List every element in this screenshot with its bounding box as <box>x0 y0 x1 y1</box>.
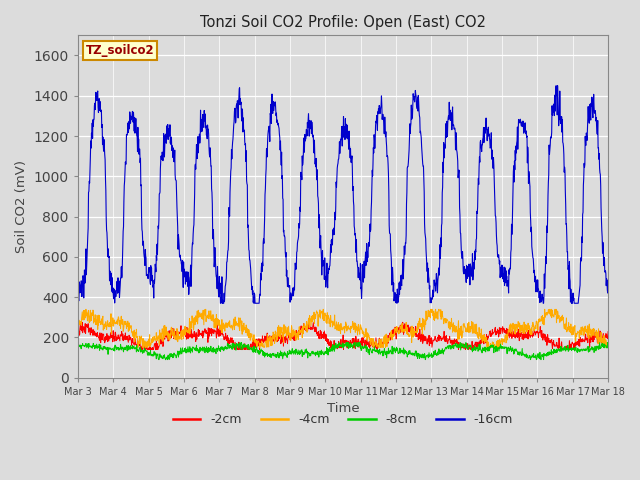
-8cm <box>179 348 187 354</box>
-2cm <box>79 320 86 325</box>
-2cm <box>193 334 200 340</box>
-16cm <box>216 300 224 306</box>
X-axis label: Time: Time <box>326 402 359 415</box>
-2cm <box>139 347 147 352</box>
-16cm <box>179 273 187 279</box>
Text: TZ_soilco2: TZ_soilco2 <box>86 44 154 57</box>
-4cm <box>180 336 188 342</box>
-4cm <box>82 306 90 312</box>
Line: -2cm: -2cm <box>78 323 608 349</box>
-16cm <box>426 286 433 292</box>
-16cm <box>541 266 549 272</box>
-2cm <box>604 329 612 335</box>
-8cm <box>192 348 200 353</box>
-8cm <box>426 354 433 360</box>
-8cm <box>252 349 260 355</box>
Line: -16cm: -16cm <box>78 86 608 303</box>
-4cm <box>604 344 612 349</box>
-8cm <box>74 343 82 348</box>
-4cm <box>495 337 503 343</box>
-2cm <box>180 328 188 334</box>
-16cm <box>192 166 200 172</box>
-4cm <box>134 345 141 350</box>
-4cm <box>542 311 550 317</box>
-4cm <box>252 340 260 346</box>
-4cm <box>193 316 200 322</box>
Title: Tonzi Soil CO2 Profile: Open (East) CO2: Tonzi Soil CO2 Profile: Open (East) CO2 <box>200 15 486 30</box>
-4cm <box>426 314 433 320</box>
-16cm <box>495 252 502 258</box>
-2cm <box>542 339 550 345</box>
-16cm <box>604 277 612 283</box>
-16cm <box>252 300 259 306</box>
Y-axis label: Soil CO2 (mV): Soil CO2 (mV) <box>15 160 28 253</box>
-8cm <box>604 341 612 347</box>
-8cm <box>237 340 245 346</box>
Line: -8cm: -8cm <box>78 343 608 360</box>
-8cm <box>155 357 163 362</box>
-2cm <box>252 340 260 346</box>
Line: -4cm: -4cm <box>78 309 608 348</box>
-16cm <box>552 83 560 89</box>
-2cm <box>426 333 433 339</box>
-2cm <box>74 331 82 337</box>
-16cm <box>74 296 82 301</box>
-8cm <box>495 348 503 354</box>
-8cm <box>542 352 550 358</box>
-4cm <box>74 320 82 325</box>
Legend: -2cm, -4cm, -8cm, -16cm: -2cm, -4cm, -8cm, -16cm <box>168 408 518 432</box>
-2cm <box>495 332 503 337</box>
